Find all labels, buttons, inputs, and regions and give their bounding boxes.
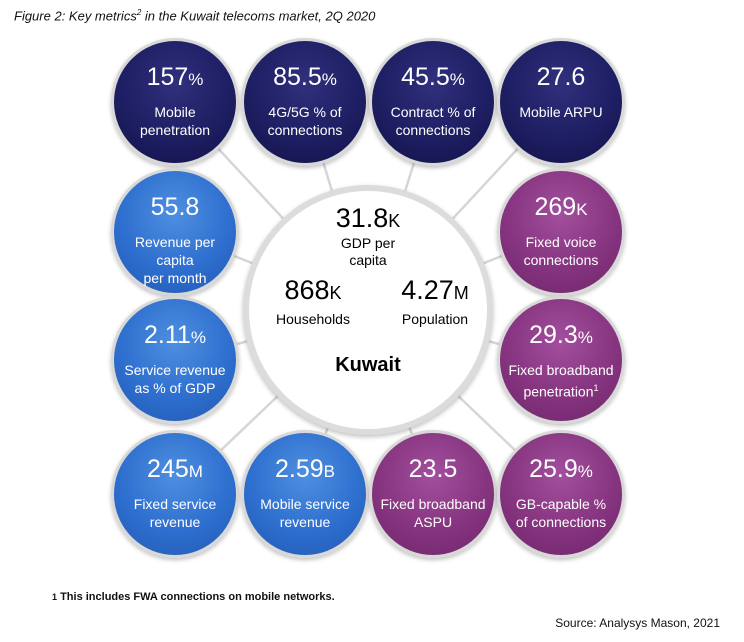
metric-contract-share: 45.5% Contract % of connections [369, 38, 497, 166]
metric-value: 269K [534, 193, 588, 221]
metric-value: 2.59B [274, 455, 335, 483]
metric-label: Contract % of connections [390, 104, 476, 138]
metric-value: 25.9% [529, 455, 593, 483]
population-value: 4.27M [401, 275, 469, 305]
metric-label: Mobile penetration [139, 104, 211, 138]
metric-fixed-broadband-aspu: 23.5 Fixed broadband ASPU [369, 430, 497, 558]
metric-value: 29.3% [529, 321, 593, 349]
source-note: Source: Analysys Mason, 2021 [555, 616, 720, 630]
metric-label: Fixed voice connections [523, 234, 599, 268]
households-label: Households [276, 311, 350, 327]
figure-title: Figure 2: Key metrics2 in the Kuwait tel… [14, 8, 376, 24]
metric-label: Service revenue as % of GDP [124, 362, 226, 396]
metric-label: Fixed broadband ASPU [380, 496, 486, 530]
metric-label: Mobile ARPU [519, 104, 603, 120]
metric-value: 27.6 [536, 63, 586, 91]
metric-label: 4G/5G % of connections [267, 104, 343, 138]
metric-mobile-arpu: 27.6 Mobile ARPU [497, 38, 625, 166]
metric-value: 85.5% [273, 63, 337, 91]
households-value: 868K [284, 275, 342, 305]
metric-value: 45.5% [401, 63, 465, 91]
metric-revenue-per-capita: 55.8 Revenue per capita per month [111, 168, 239, 296]
metric-mobile-penetration: 157% Mobile penetration [111, 38, 239, 166]
metric-fixed-voice: 269K Fixed voice connections [497, 168, 625, 296]
metric-value: 2.11% [144, 321, 206, 349]
gdp-label: GDP per capita [340, 235, 396, 268]
metric-label: GB-capable % of connections [515, 496, 607, 530]
metric-mobile-service-revenue: 2.59B Mobile service revenue [241, 430, 369, 558]
country-name: Kuwait [335, 354, 401, 376]
footnote: 1 This includes FWA connections on mobil… [52, 591, 335, 603]
population-label: Population [401, 311, 469, 327]
metric-value: 157% [146, 63, 204, 91]
metric-label: Mobile service revenue [260, 496, 350, 530]
metric-label: Revenue per capita per month [134, 234, 216, 286]
metric-label: Fixed service revenue [133, 496, 217, 530]
center-circle: 31.8K GDP per capita 868K Households 4.27… [243, 185, 493, 435]
metric-value: 23.5 [408, 455, 458, 483]
metric-fixed-service-revenue: 245M Fixed service revenue [111, 430, 239, 558]
metric-4g5g-share: 85.5% 4G/5G % of connections [241, 38, 369, 166]
metric-fixed-broadband-penetration: 29.3% Fixed broadband penetration1 [497, 296, 625, 424]
metric-label: Fixed broadband penetration1 [508, 362, 614, 400]
gdp-value: 31.8K [335, 203, 401, 233]
metric-value: 55.8 [150, 193, 200, 221]
metric-value: 245M [147, 455, 203, 483]
metric-service-revenue-gdp: 2.11% Service revenue as % of GDP [111, 296, 239, 424]
metric-gb-capable-share: 25.9% GB-capable % of connections [497, 430, 625, 558]
